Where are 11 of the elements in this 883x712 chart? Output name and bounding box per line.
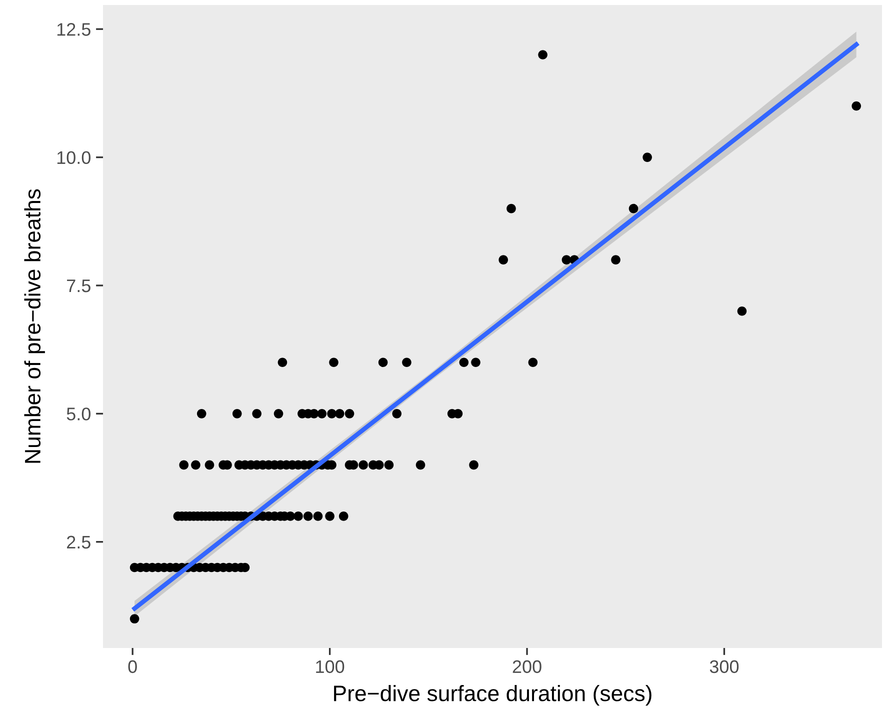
y-tick-label: 5.0 — [66, 408, 90, 420]
x-axis-title: Pre−dive surface duration (secs) — [334, 684, 652, 706]
x-tick-label: 300 — [710, 660, 739, 674]
x-tick-label: 100 — [316, 660, 344, 674]
x-tick-label: 0 — [128, 660, 137, 674]
x-tick-label: 200 — [512, 660, 542, 674]
y-tick-label: 12.5 — [57, 23, 90, 36]
y-axis-title: Number of pre−dive breaths — [24, 189, 45, 463]
y-tick-label: 7.5 — [67, 280, 90, 292]
y-tick-label: 2.5 — [67, 536, 90, 549]
y-tick-label: 10.0 — [57, 151, 90, 164]
